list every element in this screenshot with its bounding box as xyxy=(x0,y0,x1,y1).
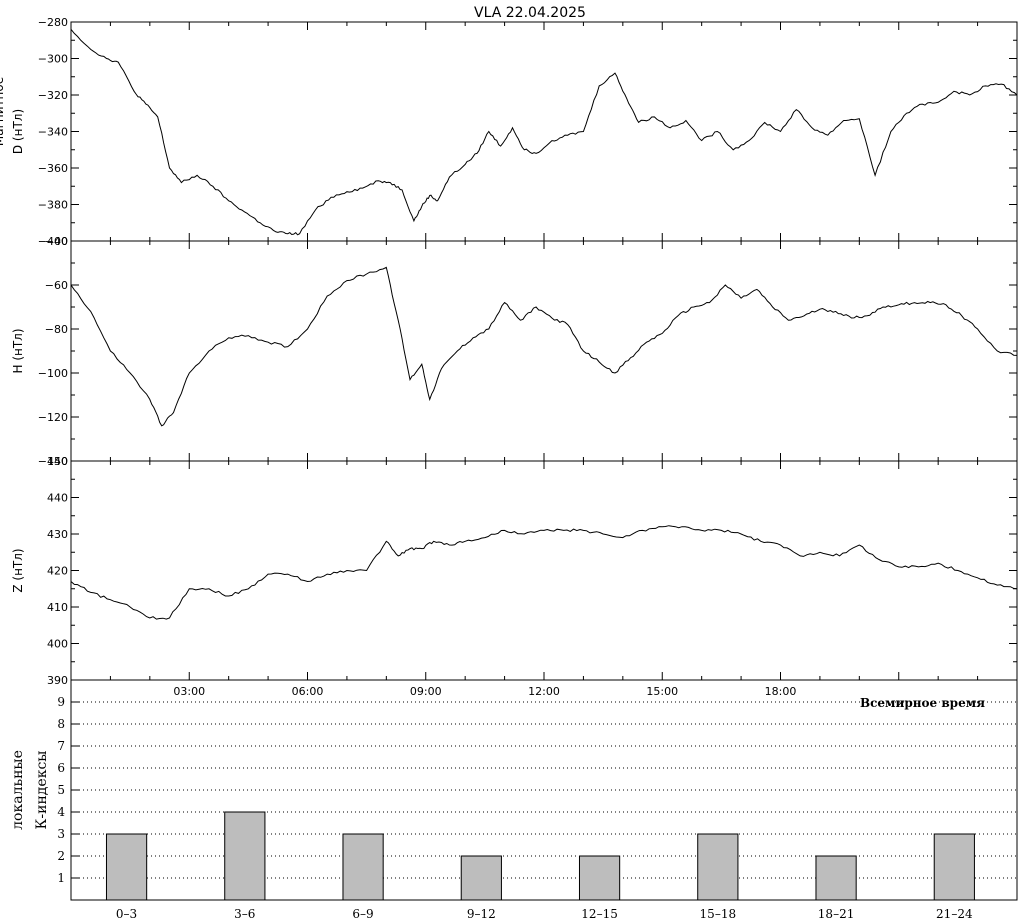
y-tick-label-z: 440 xyxy=(47,492,68,505)
k-bar-0–3 xyxy=(105,833,148,901)
y-axis-label-cut-d: Магнитное xyxy=(0,77,6,146)
time-axis-label: Всемирное время xyxy=(860,696,985,710)
k-bar-9–12 xyxy=(460,855,502,901)
y-tick-label-h: −80 xyxy=(45,323,68,336)
k-y-tick-label: 9 xyxy=(57,695,65,709)
panel-frame-d xyxy=(70,21,1018,242)
y-tick-label-d: −320 xyxy=(38,89,68,102)
y-axis-label-d: D (нТл) xyxy=(11,109,25,154)
time-tick-label: 15:00 xyxy=(646,685,678,698)
panel-frame-h xyxy=(70,240,1018,462)
time-tick-label: 06:00 xyxy=(292,685,324,698)
y-tick-label-h: −60 xyxy=(45,279,68,292)
y-tick-label-d: −380 xyxy=(38,199,68,212)
k-y-tick-label: 8 xyxy=(57,717,65,731)
y-tick-label-d: −300 xyxy=(38,53,68,66)
y-tick-label-h: −140 xyxy=(38,455,68,468)
k-category-label: 0–3 xyxy=(116,907,137,921)
k-y-label-line1: локальные xyxy=(10,750,26,830)
time-tick-label: 12:00 xyxy=(528,685,560,698)
k-category-label: 3–6 xyxy=(234,907,255,921)
k-y-tick-label: 3 xyxy=(57,827,65,841)
y-tick-label-z: 420 xyxy=(47,565,68,578)
y-axis-label-z: Z (нТл) xyxy=(11,548,25,592)
y-tick-label-z: 410 xyxy=(47,601,68,614)
k-category-label: 9–12 xyxy=(467,907,496,921)
k-bar-15–18 xyxy=(697,833,739,901)
time-tick-label: 09:00 xyxy=(410,685,442,698)
y-axis-label-h: H (нТл) xyxy=(11,328,25,373)
series-line-h xyxy=(70,266,1018,427)
k-category-label: 12–15 xyxy=(581,907,618,921)
y-tick-label-h: −40 xyxy=(45,235,68,248)
k-bar-18–21 xyxy=(815,855,857,901)
series-line-z xyxy=(70,525,1018,620)
k-category-label: 18–21 xyxy=(818,907,855,921)
k-category-label: 21–24 xyxy=(936,907,973,921)
time-tick-label: 03:00 xyxy=(173,685,205,698)
k-bar-6–9 xyxy=(342,833,384,901)
k-y-tick-label: 6 xyxy=(57,761,65,775)
y-tick-label-z: 450 xyxy=(47,455,68,468)
y-tick-label-z: 390 xyxy=(47,674,68,687)
k-category-label: 6–9 xyxy=(352,907,373,921)
k-y-tick-label: 5 xyxy=(57,783,65,797)
time-tick-label: 18:00 xyxy=(765,685,797,698)
k-y-tick-label: 7 xyxy=(57,739,65,753)
y-tick-label-z: 400 xyxy=(47,638,68,651)
k-y-tick-label: 4 xyxy=(57,805,65,819)
y-tick-label-h: −100 xyxy=(38,367,68,380)
k-bar-3–6 xyxy=(224,811,266,901)
chart-title: VLA 22.04.2025 xyxy=(474,5,586,21)
k-y-tick-label: 1 xyxy=(57,871,65,885)
y-tick-label-z: 430 xyxy=(47,528,68,541)
y-tick-label-h: −120 xyxy=(38,411,68,424)
panel-frame-z xyxy=(70,460,1018,681)
y-tick-label-d: −280 xyxy=(38,16,68,29)
k-bar-12–15 xyxy=(578,855,621,901)
y-tick-label-d: −340 xyxy=(38,126,68,139)
k-bar-21–24 xyxy=(933,833,975,901)
k-y-tick-label: 2 xyxy=(57,849,65,863)
y-tick-label-d: −360 xyxy=(38,162,68,175)
y-tick-label-d: −400 xyxy=(38,235,68,248)
k-y-label-line2: К-индексы xyxy=(34,751,50,830)
series-line-d xyxy=(70,28,1018,236)
k-category-label: 15–18 xyxy=(700,907,737,921)
